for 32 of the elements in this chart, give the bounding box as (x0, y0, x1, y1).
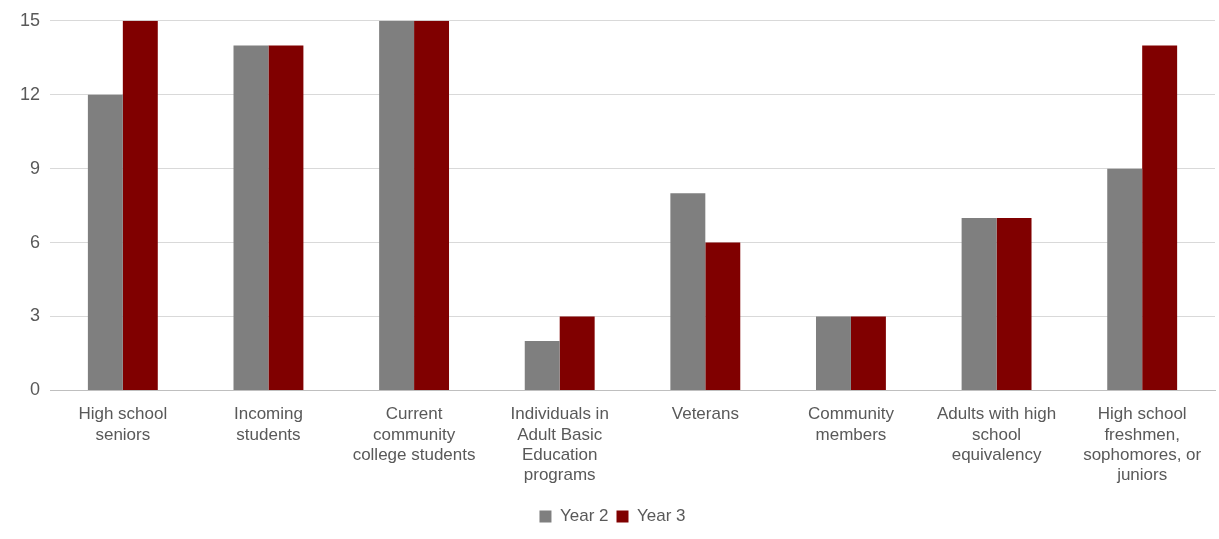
bar (816, 316, 851, 390)
x-tick-label: Incoming students (233, 404, 303, 444)
y-tick-label: 9 (30, 157, 41, 178)
bar (233, 45, 269, 390)
x-tick-label: Individuals in Adult Basic Education programs (510, 404, 609, 485)
bar (670, 193, 706, 390)
x-tick-label: High school seniors (78, 404, 168, 444)
y-tick-label: 3 (30, 305, 41, 326)
x-tick-label: Current community college students (352, 404, 476, 465)
y-tick-label: 0 (30, 379, 41, 400)
bar (1107, 168, 1143, 390)
y-tick-label: 12 (19, 83, 41, 104)
bar (122, 20, 158, 390)
bar (559, 316, 595, 390)
bar (996, 217, 1032, 390)
bar (268, 45, 304, 390)
legend-label: Year 2 (559, 506, 609, 526)
y-tick-label: 15 (19, 9, 41, 30)
x-tick-label: Veterans (671, 404, 739, 424)
x-tick-label: Community members (807, 404, 895, 444)
bar (87, 94, 123, 390)
bar (414, 20, 450, 390)
legend-label: Year 3 (637, 506, 686, 526)
bar (705, 242, 741, 390)
bar (1142, 45, 1178, 390)
bar (379, 20, 415, 390)
x-tick-label: Adults with high school equivalency (937, 404, 1057, 465)
y-tick-label: 6 (30, 231, 41, 252)
bar (850, 316, 886, 390)
bar (524, 341, 560, 390)
bar (961, 217, 997, 390)
x-tick-label: High school freshmen, sophomores, or juniors (1083, 404, 1202, 485)
